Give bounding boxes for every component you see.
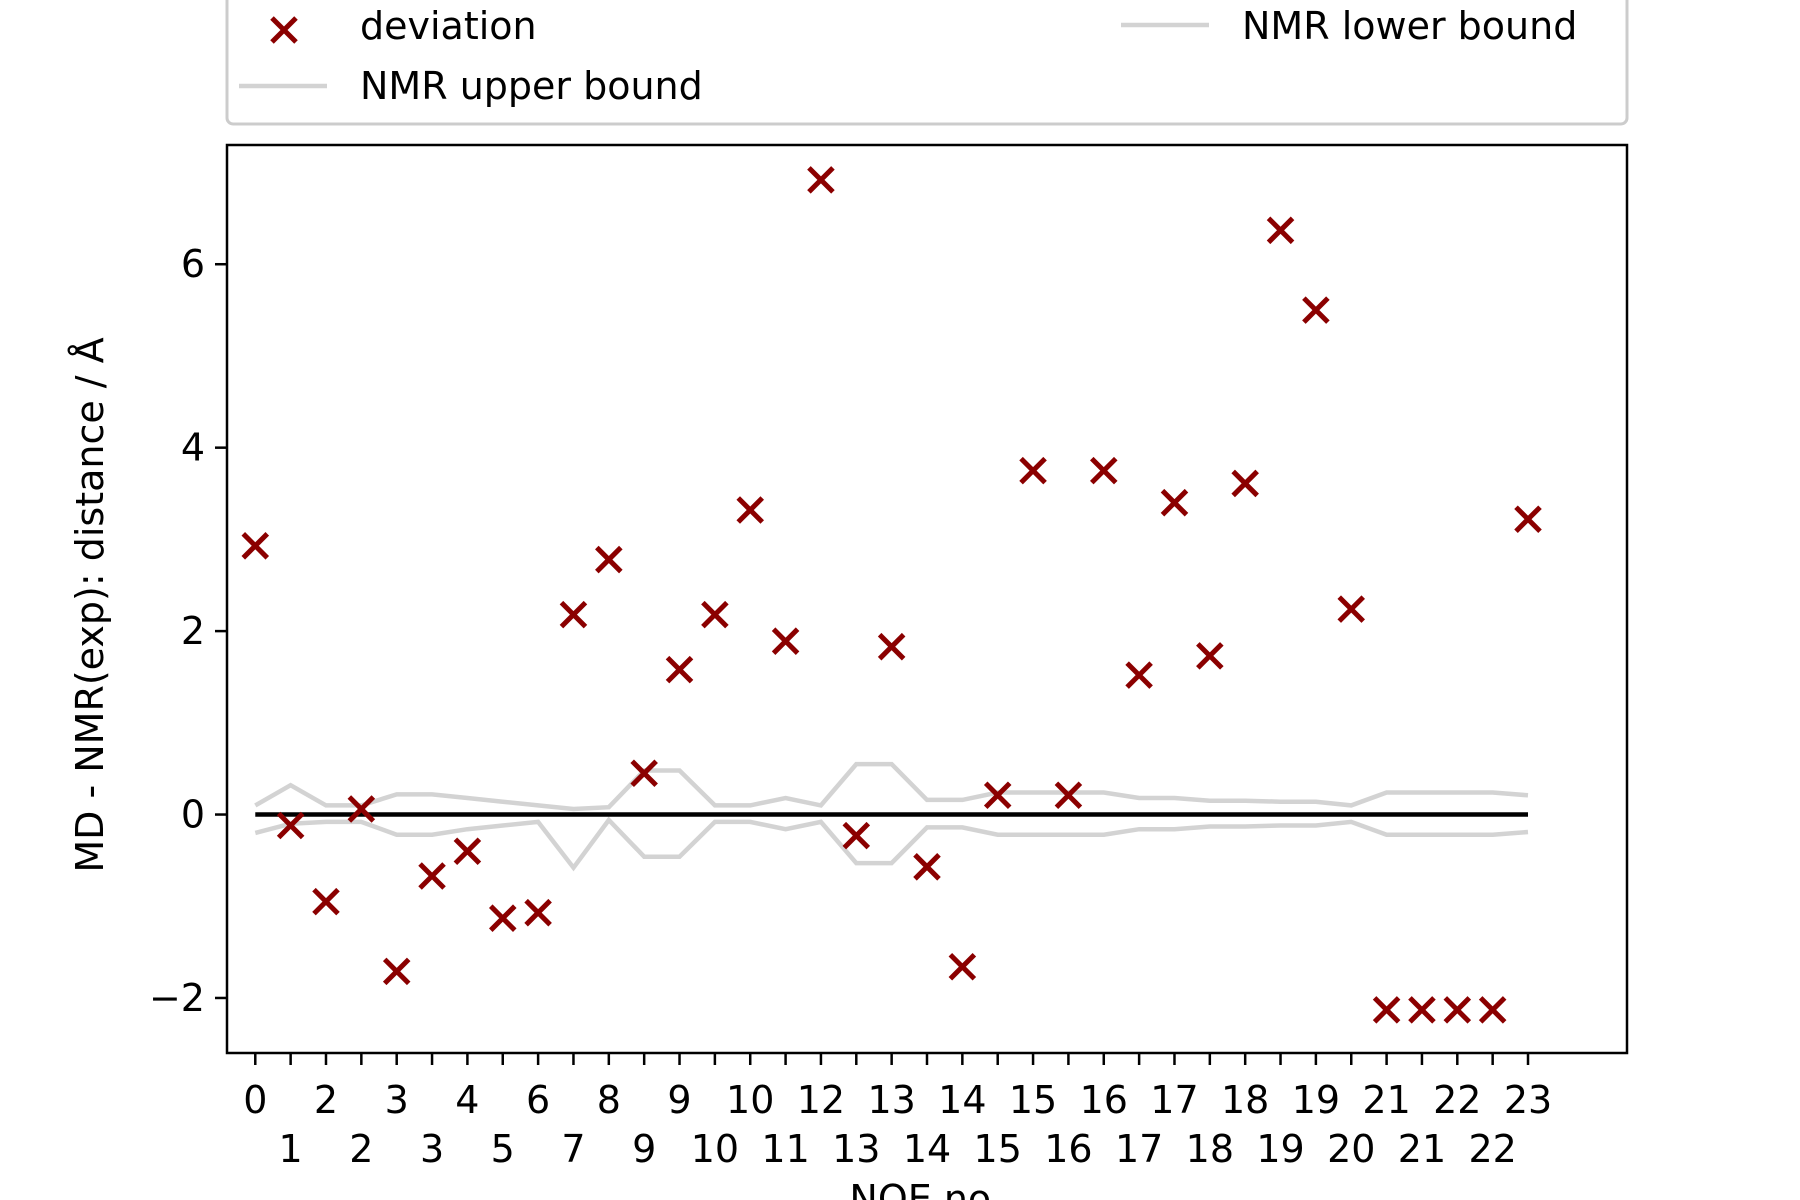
deviation-point — [1478, 996, 1507, 1024]
legend-item-deviation: deviation — [270, 4, 537, 48]
x-tick-label: 21 — [1362, 1078, 1410, 1122]
deviation-point — [1019, 456, 1047, 485]
x-tick-label: 6 — [526, 1078, 550, 1122]
deviation-point — [771, 627, 800, 655]
deviation-point — [418, 862, 446, 890]
x-axis-label: NOE no. — [849, 1177, 1002, 1200]
x-tick-label: 15 — [1009, 1078, 1057, 1122]
x-tick-label: 3 — [385, 1078, 409, 1122]
plot-area — [225, 143, 1629, 1055]
upper-bound-line — [254, 761, 1529, 812]
deviation-point — [913, 853, 941, 881]
x-tick-label: 3 — [420, 1127, 444, 1171]
x-tick-label: 2 — [314, 1078, 338, 1122]
deviation-point — [453, 837, 482, 865]
x-axis: 0122334567899101011121313141415151616171… — [243, 1053, 1552, 1171]
deviation-point — [701, 600, 729, 629]
legend-item-lower-bound: NMR lower bound — [1121, 4, 1577, 48]
x-tick-label: 10 — [691, 1127, 739, 1171]
x-tick-label: 11 — [761, 1127, 809, 1171]
x-tick-label: 14 — [938, 1078, 986, 1122]
deviation-point — [1514, 505, 1542, 533]
x-tick-label: 8 — [597, 1078, 621, 1122]
deviation-point — [241, 532, 270, 560]
x-tick-label: 9 — [667, 1078, 691, 1122]
x-tick-label: 12 — [797, 1078, 845, 1122]
x-tick-label: 5 — [491, 1127, 515, 1171]
deviation-point — [1231, 469, 1259, 498]
deviation-point — [312, 887, 340, 916]
x-tick-label: 22 — [1433, 1078, 1481, 1122]
x-tick-label: 1 — [279, 1127, 303, 1171]
x-tick-label: 21 — [1398, 1127, 1446, 1171]
x-tick-label: 19 — [1292, 1078, 1340, 1122]
x-tick-label: 2 — [349, 1127, 373, 1171]
x-tick-label: 17 — [1150, 1078, 1198, 1122]
legend-label: NMR lower bound — [1242, 4, 1577, 48]
x-tick-label: 15 — [974, 1127, 1022, 1171]
y-axis: −2 0 2 4 6 — [149, 242, 227, 1020]
legend: deviation NMR upper bound NMR lower bound — [225, 0, 1629, 126]
x-tick-label: 22 — [1468, 1127, 1516, 1171]
x-tick-label: 20 — [1327, 1127, 1375, 1171]
x-tick-label: 19 — [1256, 1127, 1304, 1171]
lower-bound-line — [254, 816, 1529, 872]
legend-box — [225, 0, 1629, 126]
deviation-point — [595, 545, 623, 574]
y-axis-label: MD - NMR(exp): distance / Å — [68, 337, 112, 872]
y-tick-label: 2 — [181, 609, 205, 653]
x-tick-label: 4 — [455, 1078, 479, 1122]
y-tick-label: 0 — [181, 793, 205, 837]
x-tick-label: 16 — [1080, 1078, 1128, 1122]
x-tick-label: 7 — [561, 1127, 585, 1171]
deviation-point — [1337, 595, 1366, 623]
deviation-point — [488, 904, 517, 932]
x-tick-label: 18 — [1186, 1127, 1234, 1171]
deviation-point — [1089, 456, 1118, 485]
y-tick-label: 4 — [181, 426, 205, 470]
deviation-point — [559, 600, 588, 629]
deviation-point — [276, 811, 305, 840]
x-tick-label: 0 — [243, 1078, 267, 1122]
deviation-point — [1443, 996, 1472, 1024]
deviation-point — [877, 632, 906, 661]
x-tick-label: 18 — [1221, 1078, 1269, 1122]
legend-label: deviation — [360, 4, 537, 48]
plot-frame — [225, 143, 1629, 1055]
deviation-point — [1196, 642, 1224, 670]
deviation-point — [736, 496, 765, 524]
deviation-point — [983, 781, 1012, 810]
deviation-point — [1054, 781, 1083, 810]
deviation-point — [1302, 296, 1330, 324]
x-tick-label: 9 — [632, 1127, 656, 1171]
y-tick-label: 6 — [181, 242, 205, 286]
deviation-point — [1125, 661, 1153, 689]
x-tick-label: 10 — [726, 1078, 774, 1122]
deviation-point — [347, 795, 376, 823]
x-tick-label: 17 — [1115, 1127, 1163, 1171]
deviation-point — [1160, 488, 1189, 517]
deviation-point — [630, 759, 658, 788]
deviation-point — [1372, 996, 1401, 1024]
x-tick-label: 14 — [903, 1127, 951, 1171]
deviation-point — [382, 957, 411, 986]
deviation-point — [948, 953, 977, 981]
deviation-point — [807, 166, 835, 194]
deviation-point — [842, 821, 871, 850]
deviation-point — [524, 898, 552, 927]
legend-label: NMR upper bound — [360, 64, 703, 108]
x-tick-label: 23 — [1504, 1078, 1552, 1122]
x-tick-label: 13 — [832, 1127, 880, 1171]
deviation-point — [1408, 996, 1436, 1024]
deviation-point — [1266, 216, 1295, 245]
y-tick-label: −2 — [149, 976, 205, 1020]
x-tick-label: 13 — [867, 1078, 915, 1122]
deviation-point — [665, 655, 694, 684]
x-tick-label: 16 — [1044, 1127, 1092, 1171]
legend-item-upper-bound: NMR upper bound — [239, 64, 703, 108]
